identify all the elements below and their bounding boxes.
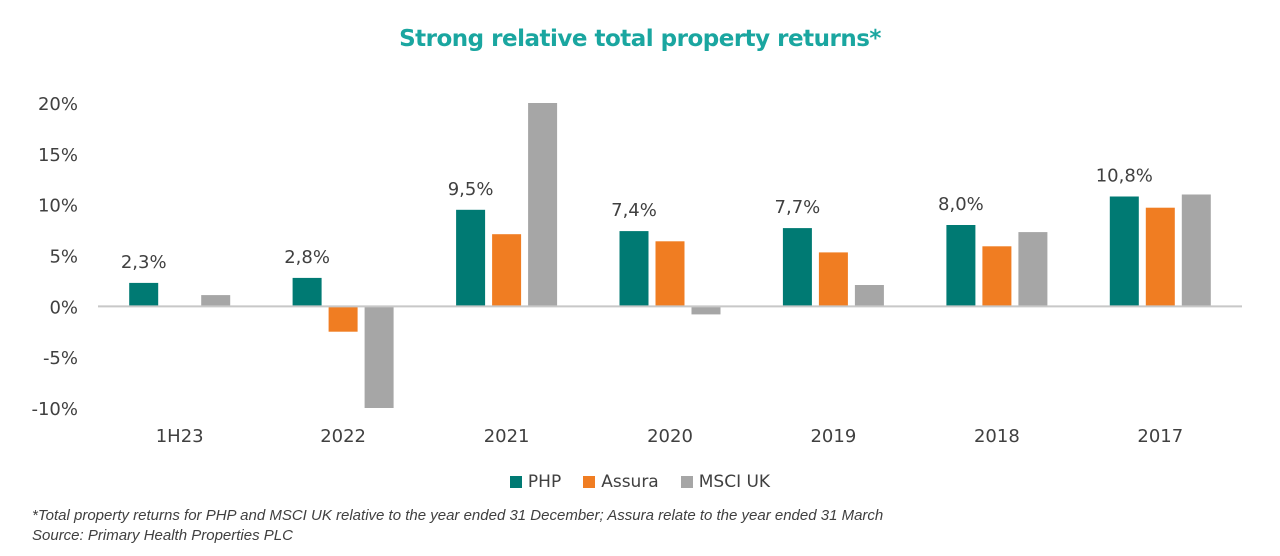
bar-assura-2022 [328,306,358,332]
bar-php-2020 [619,231,649,307]
bar-msci-uk-1h23 [201,295,231,307]
data-label-php: 7,4% [611,200,657,221]
bar-php-2017 [1109,196,1139,307]
bar-assura-2019 [818,252,848,307]
legend: PHP Assura MSCI UK [0,472,1280,492]
chart-title: Strong relative total property returns* [399,26,881,52]
x-tick-label: 2017 [1137,426,1183,447]
y-tick-label: -5% [43,348,78,369]
bar-msci-uk-2021 [528,103,558,307]
y-tick-label: 20% [38,94,78,115]
y-tick-label: 10% [38,196,78,217]
bar-php-1h23 [129,282,159,307]
bar-assura-2018 [982,246,1012,307]
footnote-definition: *Total property returns for PHP and MSCI… [32,507,884,524]
bar-msci-uk-2017 [1181,194,1211,307]
legend-swatch-php [509,476,522,488]
bar-php-2018 [946,225,976,307]
legend-label-assura: Assura [601,472,659,492]
bar-msci-uk-2022 [364,306,394,408]
legend-swatch-msci-uk [680,476,693,488]
bar-msci-uk-2018 [1018,232,1048,307]
x-tick-label: 2020 [647,426,693,447]
y-tick-label: 5% [49,247,78,268]
x-tick-label: 2022 [320,426,366,447]
bar-assura-2020 [655,241,685,307]
data-label-php: 9,5% [448,179,494,200]
legend-label-msci-uk: MSCI UK [698,472,771,492]
data-label-php: 10,8% [1096,166,1153,187]
bar-msci-uk-2020 [691,306,721,315]
y-tick-label: 15% [38,145,78,166]
bar-php-2019 [782,228,812,307]
legend-label-php: PHP [527,472,562,492]
y-tick-label: -10% [31,399,78,420]
bar-assura-2017 [1145,207,1175,307]
legend-item-php: PHP [509,472,562,492]
legend-swatch-assura [583,476,596,488]
bar-msci-uk-2019 [854,285,884,307]
bar-chart: 20% 15% 10% 5% 0% -5% -10% 2,3% 2,8% 9,5% 7,4% 7,7… [31,94,1242,447]
x-tick-label: 2019 [810,426,856,447]
data-label-php: 8,0% [938,194,984,215]
bar-assura-2021 [492,234,522,307]
y-tick-label: 0% [49,297,78,318]
x-tick-label: 2021 [484,426,530,447]
x-tick-label: 2018 [974,426,1020,447]
legend-item-assura: Assura [583,472,659,492]
data-label-php: 2,8% [284,247,330,268]
data-label-php: 2,3% [121,252,167,273]
bar-php-2022 [292,277,322,307]
bar-php-2021 [456,209,486,307]
x-tick-label: 1H23 [156,426,204,447]
data-label-php: 7,7% [775,197,821,218]
footnote-source: Source: Primary Health Properties PLC [32,527,293,544]
legend-item-msci-uk: MSCI UK [680,472,771,492]
